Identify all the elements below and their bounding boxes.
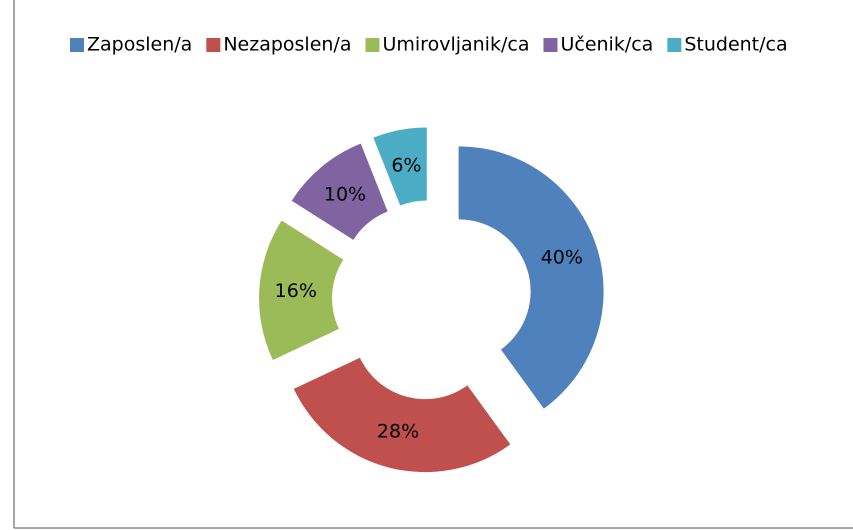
legend-swatch [206,38,221,52]
legend-label: Umirovljanik/ca [382,34,529,56]
data-label: 28% [377,421,419,443]
legend-label: Student/ca [684,34,787,56]
legend-swatch [667,38,682,52]
data-label: 6% [391,154,421,176]
legend-swatch [543,38,558,52]
donut-slice [458,146,604,409]
data-label: 40% [541,246,583,268]
legend-label: Zaposlen/a [87,34,192,56]
donut-slice [291,143,388,240]
donut-slice [259,220,344,360]
legend-swatch [365,38,380,52]
donut-slice [373,127,427,206]
legend-swatch [70,38,84,52]
donut-slice [293,357,511,473]
legend-label: Učenik/ca [560,34,653,56]
legend-label: Nezaposlen/a [223,34,351,56]
data-label: 16% [275,280,317,302]
data-label: 10% [324,183,366,205]
